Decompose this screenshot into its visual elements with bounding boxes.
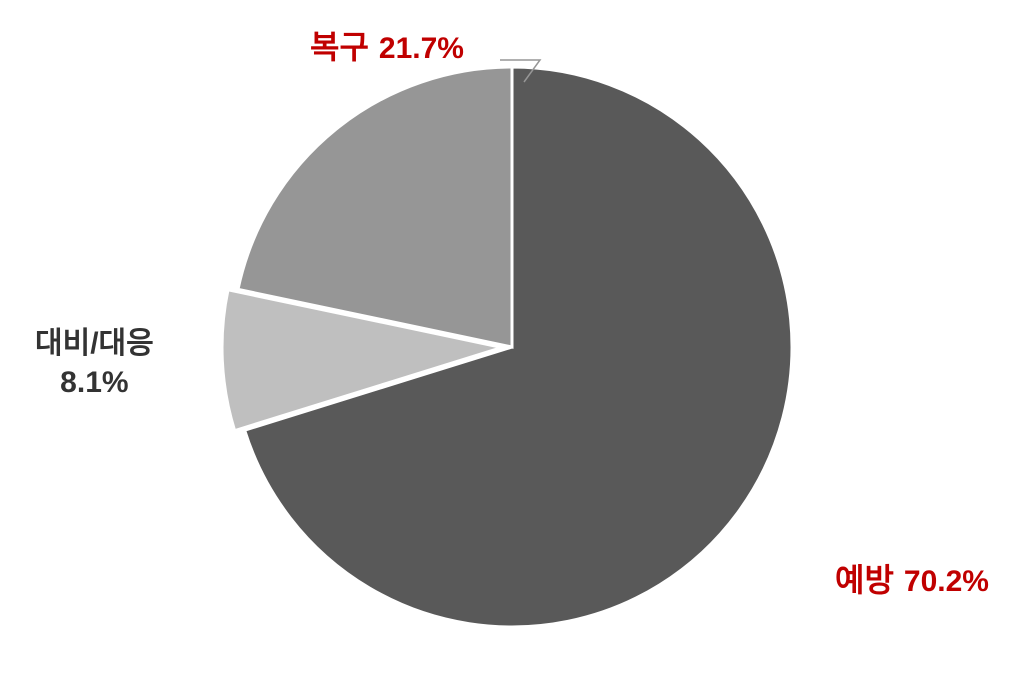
pie-chart-container: 예방 70.2% 대비/대응 8.1% 복구 21.7%: [0, 0, 1024, 694]
slice-label: 예방 70.2%: [835, 555, 989, 601]
slice-label-percent: 8.1%: [35, 366, 154, 400]
slice-label-name: 예방: [835, 562, 894, 598]
slice-label-percent: 70.2%: [904, 565, 989, 598]
slice-label: 복구 21.7%: [310, 22, 464, 68]
slice-label: 대비/대응 8.1%: [35, 318, 154, 400]
slice-label-name: 대비/대응: [35, 318, 154, 362]
slice-label-name: 복구: [310, 29, 369, 65]
pie-chart: [192, 27, 832, 667]
slice-label-percent: 21.7%: [379, 32, 464, 65]
